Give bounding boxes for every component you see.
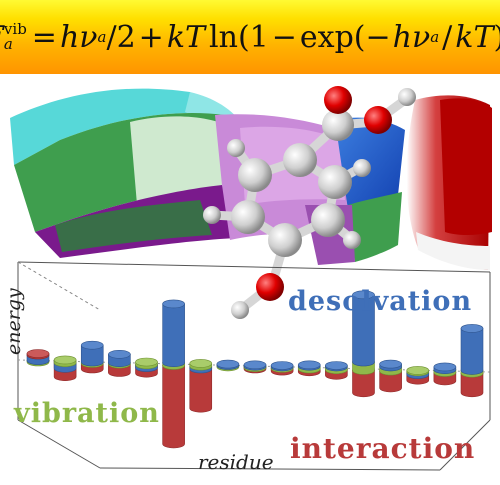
bar-desolvation-17 — [460, 328, 484, 375]
bars-group — [26, 290, 484, 449]
bar-desolvation-13 — [352, 294, 375, 367]
eq-slash: / — [442, 19, 453, 55]
helix-red-white — [416, 232, 490, 270]
eq-kT: kT — [166, 19, 206, 55]
eq-a: a — [3, 35, 13, 53]
eq-one: 1 — [249, 19, 269, 55]
eq-nu2: ν — [411, 19, 431, 55]
atom-c6 — [231, 200, 265, 234]
label-vibration: vibration — [14, 398, 160, 429]
eq-equals: = — [31, 19, 57, 55]
eq-rp: )) — [493, 20, 500, 55]
bar-cap-desolvation-14 — [379, 359, 402, 369]
eq-h2: h — [392, 19, 412, 55]
bar-cap-desolvation-11 — [297, 360, 321, 370]
atom-c7 — [322, 109, 354, 141]
bar-desolvation-3 — [80, 344, 104, 367]
eq-F: F — [0, 20, 4, 55]
bar-cap-desolvation-9 — [243, 360, 267, 370]
atom-c2 — [283, 143, 317, 177]
bar-cap-desolvation-8 — [216, 359, 240, 369]
atom-h2 — [203, 206, 221, 224]
equation-banner: Fviba = hνa /2 + kT ln(1 − exp(− hνa / k… — [0, 0, 500, 74]
atom-h3 — [353, 159, 371, 177]
molecule-atoms — [203, 86, 416, 319]
helix-red-shadow — [440, 98, 492, 235]
eq-kT2: kT — [455, 19, 494, 55]
eq-lp1: ( — [237, 19, 250, 55]
helix-green-lower — [55, 200, 212, 252]
bar-cap-interaction-1 — [26, 349, 50, 358]
label-interaction: interaction — [290, 432, 476, 465]
eq-nu: ν — [79, 19, 98, 55]
bar-cap-vibration-2 — [53, 355, 77, 365]
bar-interaction-13 — [352, 370, 375, 398]
bar-cap-desolvation-17 — [460, 324, 484, 333]
bar-cap-desolvation-16 — [433, 362, 457, 372]
eq-h: h — [59, 19, 80, 55]
axis-label-energy: energy — [3, 288, 25, 355]
eq-lp2: ( — [353, 19, 366, 55]
atom-h-oh — [398, 88, 416, 106]
eq-a2: a — [97, 28, 107, 46]
bar-interaction-7 — [189, 365, 213, 413]
label-desolvation: desolvation — [288, 286, 473, 317]
bar-cap-vibration-15 — [406, 366, 430, 375]
bar-cap-desolvation-12 — [325, 361, 348, 370]
atom-h4 — [343, 231, 361, 249]
bar-cap-desolvation-4 — [108, 349, 131, 359]
eq-neg: − — [365, 19, 391, 55]
eq-over2: /2 — [106, 19, 136, 55]
axis-label-residue: residue — [198, 450, 274, 474]
eq-vib: vib — [3, 20, 27, 38]
atom-h1 — [227, 139, 245, 157]
helix-cyan-band — [10, 88, 225, 165]
atom-o2 — [364, 106, 392, 134]
atom-c5 — [268, 223, 302, 257]
bar-cap-desolvation-13 — [352, 290, 375, 300]
atom-c3 — [318, 165, 352, 199]
eq-ln: ln — [209, 19, 238, 55]
bar-cap-desolvation-6 — [162, 299, 185, 309]
bar-desolvation-6 — [162, 303, 185, 367]
helix-green-right — [348, 192, 402, 262]
bar-cap-desolvation-3 — [80, 340, 104, 350]
bar-interaction-6 — [162, 365, 185, 449]
bar-interaction-14 — [379, 370, 402, 393]
atom-c4 — [311, 203, 345, 237]
atom-h-bottom — [231, 301, 249, 319]
atom-c1 — [238, 158, 272, 192]
bar-cap-vibration-5 — [135, 357, 158, 367]
eq-a3: a — [430, 28, 440, 46]
bar-interaction-17 — [460, 372, 484, 398]
eq-plus: + — [138, 19, 164, 55]
eq-minus: − — [271, 19, 297, 55]
helix-blue-band — [335, 117, 405, 210]
bar-cap-desolvation-10 — [270, 361, 294, 370]
atom-o3 — [256, 273, 284, 301]
bar-cap-vibration-7 — [189, 359, 213, 368]
atom-o1 — [324, 86, 352, 114]
eq-exp: exp — [299, 19, 354, 55]
